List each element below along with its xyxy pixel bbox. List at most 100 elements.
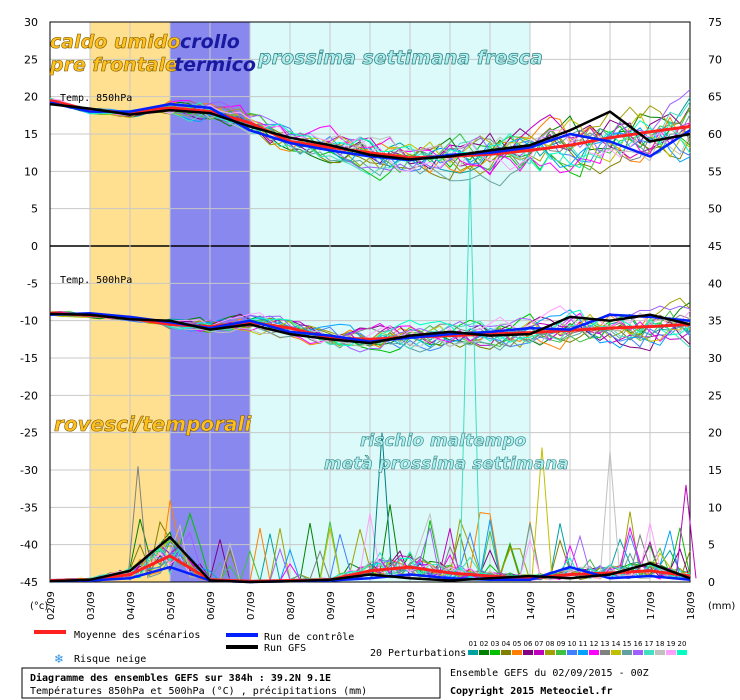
- series-precip-8: [49, 535, 691, 584]
- perturbation-swatch-20: [677, 650, 687, 655]
- perturbation-swatch-1: [468, 650, 478, 655]
- perturbation-swatch-11: [578, 650, 588, 655]
- right-tick-label: 35: [708, 315, 722, 328]
- x-tick-label: 16/09: [606, 591, 617, 620]
- right-tick-label: 0: [708, 576, 715, 589]
- x-tick-label: 06/09: [206, 591, 217, 620]
- perturbation-number-16: 16: [634, 640, 643, 648]
- left-tick-label: 15: [24, 128, 38, 141]
- legend-mean-label: Moyenne des scénarios: [74, 629, 200, 641]
- precip-spike-4: [599, 451, 621, 579]
- annotation-pre-frontale: pre frontale: [49, 54, 178, 76]
- right-tick-label: 15: [708, 464, 722, 477]
- perturbation-number-13: 13: [601, 640, 610, 648]
- x-tick-label: 13/09: [486, 591, 497, 620]
- footer-title: Diagramme des ensembles GEFS sur 384h : …: [30, 672, 331, 684]
- series-precip-6: [49, 554, 691, 583]
- x-tick-label: 02/09: [46, 591, 57, 620]
- snowflake-icon: ❄: [54, 652, 64, 666]
- legend-swatch-mean: [34, 630, 66, 634]
- legend-swatch-gfs: [226, 645, 258, 649]
- perturbation-number-7: 07: [535, 640, 544, 648]
- left-tick-label: -5: [27, 277, 38, 290]
- grid-lines: [49, 21, 691, 583]
- perturbation-swatch-3: [490, 650, 500, 655]
- right-tick-label: 55: [708, 165, 722, 178]
- annotation-rischio: rischio maltempo: [360, 431, 526, 451]
- perturbation-number-18: 18: [656, 640, 665, 648]
- perturbation-swatch-15: [622, 650, 632, 655]
- x-tick-label: 17/09: [646, 591, 657, 620]
- perturbation-number-3: 03: [491, 640, 500, 648]
- x-tick-label: 14/09: [526, 591, 537, 620]
- annotation-caldo-umido: caldo umido: [50, 31, 180, 53]
- footer-subtitle: Températures 850hPa et 500hPa (°C) , pré…: [30, 685, 367, 697]
- perturbation-precip-4: [49, 520, 691, 582]
- left-tick-label: 10: [24, 165, 38, 178]
- right-tick-label: 70: [708, 53, 722, 66]
- label-t500: Temp. 500hPa: [60, 275, 132, 286]
- right-tick-label: 50: [708, 203, 722, 216]
- left-tick-label: 5: [31, 203, 38, 216]
- annotation-crollo: crollo: [180, 31, 240, 53]
- x-tick-label: 07/09: [246, 591, 257, 620]
- left-tick-label: -25: [20, 427, 38, 440]
- annotation-prossima-settimana: prossima settimana fresca: [257, 47, 543, 69]
- right-tick-label: 75: [708, 16, 722, 29]
- footer-copyright: Copyright 2015 Meteociel.fr: [450, 685, 613, 697]
- left-tick-label: -30: [20, 464, 38, 477]
- series-t850-1: [49, 101, 691, 162]
- left-tick-label: -20: [20, 389, 38, 402]
- precip-spike-3: [531, 447, 553, 579]
- right-tick-label: 25: [708, 389, 722, 402]
- series-precip-7: [49, 565, 691, 584]
- perturbation-number-11: 11: [579, 640, 588, 648]
- left-unit-label: (°c): [30, 601, 48, 612]
- legend-control-label: Run de contrôle: [264, 631, 354, 643]
- perturbation-swatch-6: [523, 650, 533, 655]
- left-tick-label: -45: [20, 576, 38, 589]
- annotation-meta-settimana: metà prossima settimana: [324, 454, 569, 474]
- legend-gfs-label: Run GFS: [264, 643, 306, 654]
- right-tick-label: 30: [708, 352, 722, 365]
- footer-box: [21, 667, 441, 699]
- series-t850-0: [49, 98, 691, 160]
- perturbation-swatch-8: [545, 650, 555, 655]
- legend-swatch-control: [226, 633, 258, 637]
- left-tick-label: 0: [31, 240, 38, 253]
- right-tick-label: 65: [708, 91, 722, 104]
- perturbation-number-19: 19: [667, 640, 676, 648]
- x-tick-label: 08/09: [286, 591, 297, 620]
- x-tick-label: 04/09: [126, 591, 137, 620]
- right-tick-label: 20: [708, 427, 722, 440]
- perturbation-number-1: 01: [469, 640, 478, 648]
- perturbation-number-15: 15: [623, 640, 632, 648]
- left-tick-label: -10: [20, 315, 38, 328]
- right-unit-label: (mm): [708, 601, 735, 612]
- perturbation-swatch-2: [479, 650, 489, 655]
- label-t850: Temp. 850hPa: [60, 93, 132, 104]
- right-tick-label: 5: [708, 539, 715, 552]
- x-tick-label: 11/09: [406, 591, 417, 620]
- left-tick-label: -15: [20, 352, 38, 365]
- x-tick-label: 18/09: [686, 591, 697, 620]
- precip-spike-1: [127, 466, 149, 579]
- right-tick-label: 40: [708, 277, 722, 290]
- perturbation-swatch-13: [600, 650, 610, 655]
- precip-spike-0: [459, 171, 481, 579]
- x-tick-label: 12/09: [446, 591, 457, 620]
- left-axis-ticks: 30 25 20 15 10 5 0 -5 -10 -15 -20 -25 -30 -35 -40 -45: [20, 16, 38, 589]
- series-t500-3: [49, 311, 691, 341]
- right-tick-label: 60: [708, 128, 722, 141]
- perturbation-number-17: 17: [645, 640, 654, 648]
- left-tick-label: -40: [20, 539, 38, 552]
- perturbation-swatch-4: [501, 650, 511, 655]
- x-tick-label: 05/09: [166, 591, 177, 620]
- x-tick-label: 15/09: [566, 591, 577, 620]
- precip-spike-5: [675, 484, 697, 579]
- perturbation-swatch-10: [567, 650, 577, 655]
- perturbation-number-14: 14: [612, 640, 621, 648]
- perturbation-swatch-14: [611, 650, 621, 655]
